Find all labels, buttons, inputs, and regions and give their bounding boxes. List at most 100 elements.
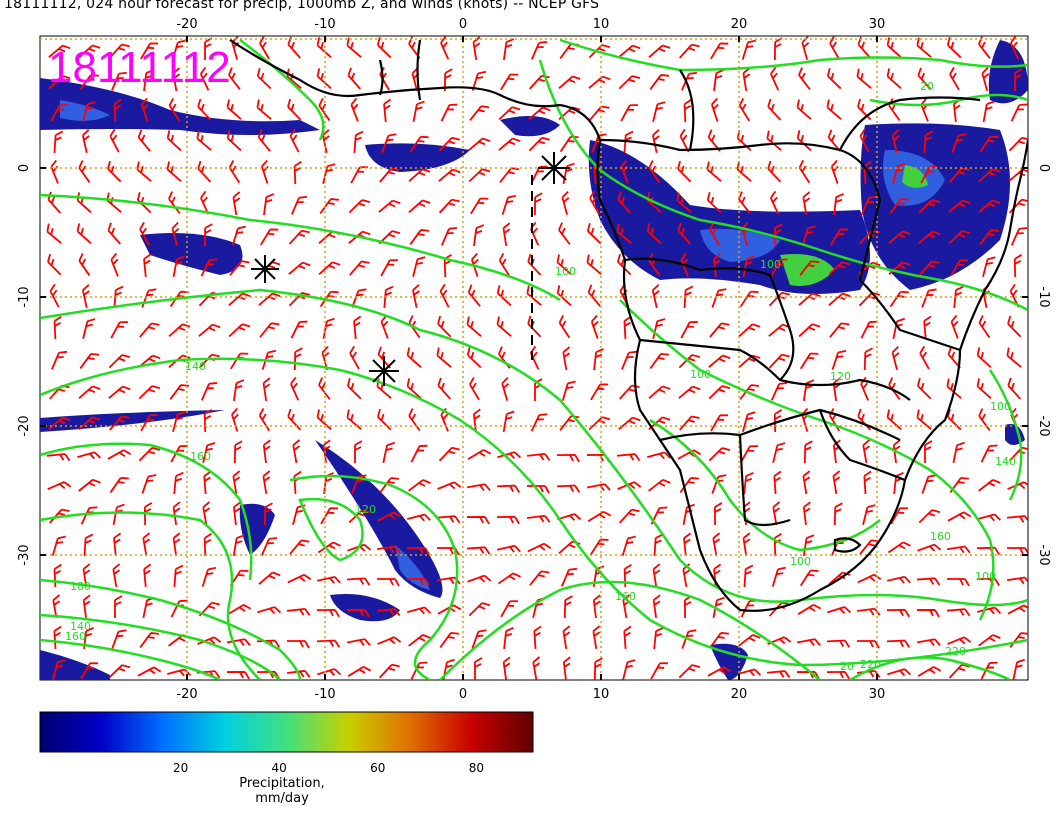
wind-barb [920,166,938,184]
contour-label: 160 [615,590,636,603]
wind-barb [378,663,400,679]
wind-barb [409,135,429,153]
wind-barb [1006,547,1028,556]
wind-barb [1009,632,1028,648]
wind-barb [590,314,599,339]
precip-area [988,40,1028,104]
wind-barb [888,261,911,276]
precip-area [140,232,243,275]
wind-barb [708,354,731,368]
wind-barb [833,502,843,526]
wind-barb [256,99,272,120]
wind-barb [886,68,902,89]
contour-line [869,93,1028,107]
contour-line [619,299,995,621]
wind-barb [946,578,970,587]
wind-barb [286,607,311,616]
wind-barb [953,285,964,309]
wind-barb [232,191,241,216]
wind-barb [200,258,218,277]
wind-barb [708,447,731,462]
lon-label-top: 20 [731,17,748,32]
wind-barb [946,545,971,554]
wind-barb [921,288,937,308]
wind-barb [140,414,158,432]
wind-barb [558,222,571,245]
wind-barb [438,446,460,462]
wind-barb [563,595,573,619]
wind-barb [798,67,811,90]
wind-barb [891,346,900,370]
wind-barb [466,546,491,555]
wind-barb [440,103,458,122]
country-border [624,257,795,381]
precip-area [780,254,835,286]
wind-barb [828,292,851,306]
precip-area [500,116,560,137]
wind-barb [916,37,932,58]
lat-label-right: -30 [1036,544,1051,565]
wind-barb [917,666,942,677]
contour-label: 100 [975,570,996,583]
wind-barb [53,315,62,340]
wind-barb [199,66,210,91]
wind-barb [947,636,972,645]
wind-barb [438,168,461,182]
wind-barb [287,36,301,59]
wind-barb [620,159,629,184]
wind-barb [916,377,932,400]
wind-barb [232,470,241,495]
wind-barb [473,224,485,247]
wind-barb [347,543,372,552]
wind-barb [228,160,241,184]
wind-barb [502,410,515,433]
wind-barb [620,104,638,122]
wind-barb [406,378,422,399]
wind-barb [562,162,575,185]
wind-barb [946,37,962,59]
wind-barb [111,629,127,649]
wind-barb [830,228,849,246]
wind-barb [586,254,602,275]
wind-barb [293,347,303,371]
wind-barb [77,451,102,460]
lon-label-top: 0 [459,17,467,32]
wind-barb [978,479,1001,492]
wind-barb [408,479,431,492]
contour-line [538,59,1028,312]
wind-barb [173,564,184,588]
wind-barb [111,71,127,91]
contour-label: 100 [990,400,1011,413]
wind-barb [798,160,811,184]
wind-barb [556,484,581,493]
wind-barb [136,161,152,182]
wind-barb [79,353,100,369]
wind-barb [499,167,520,183]
wind-barb [47,481,72,491]
wind-barb [351,474,367,494]
wind-barb [289,128,300,153]
wind-barb [708,385,731,400]
wind-barb [472,408,481,433]
wind-barb [919,345,930,370]
wind-barb [438,198,460,214]
wind-barb [888,377,901,400]
wind-barb [501,376,510,401]
wind-barb [257,606,282,615]
wind-barb [466,516,490,525]
wind-barb [977,513,1001,522]
wind-barb [947,511,972,522]
wind-barb [379,477,400,493]
country-border [659,408,901,442]
wind-barb [799,569,819,587]
wind-barb [78,44,101,58]
wind-barb [502,656,511,680]
wind-barb [113,285,124,309]
wind-barb [383,285,394,309]
wind-barb [652,563,661,588]
wind-barb [916,577,941,586]
wind-barb [197,636,222,645]
wind-barb [830,159,839,184]
wind-barb [677,160,692,183]
wind-barb [918,199,941,214]
